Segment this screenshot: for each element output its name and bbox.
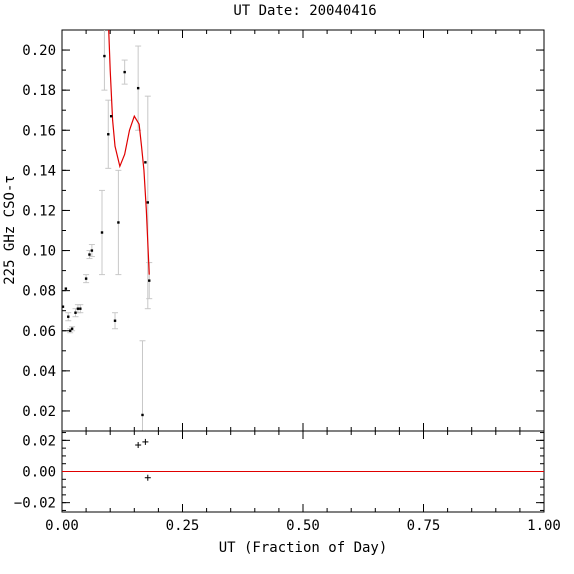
main-y-tick-label: 0.20	[22, 43, 56, 59]
data-point	[90, 249, 94, 252]
main-y-tick-label: 0.02	[22, 404, 56, 420]
data-point	[107, 133, 110, 136]
res-y-tick-label: 0.02	[22, 433, 56, 449]
data-point	[113, 319, 117, 322]
x-tick-label: 1.00	[527, 518, 561, 534]
data-point	[76, 307, 80, 310]
data-point	[141, 413, 144, 417]
x-tick-label: 0.00	[45, 518, 79, 534]
data-point	[64, 287, 68, 290]
data-point	[74, 311, 77, 314]
residual-y-tick-labels: −0.02 0.00 0.02	[14, 433, 56, 511]
data-point	[70, 327, 74, 330]
res-y-tick-label: −0.02	[14, 496, 56, 512]
data-point	[88, 253, 91, 256]
residual-marker	[142, 438, 149, 445]
x-tick-label: 0.25	[166, 518, 200, 534]
y-axis-label: 225 GHz CSO-τ	[2, 175, 18, 285]
data-point	[123, 70, 126, 74]
res-y-tick-label: 0.00	[22, 465, 56, 481]
residual-marker	[144, 474, 151, 481]
main-y-tick-label: 0.12	[22, 203, 56, 219]
chart-title: UT Date: 20040416	[233, 3, 376, 19]
main-y-tick-labels: 0.02 0.04 0.06 0.08 0.10 0.12 0.14 0.16 0.18 0.20	[22, 43, 56, 420]
residual-axis-ticks	[61, 431, 545, 512]
main-plot-frame	[61, 29, 545, 432]
main-y-tick-label: 0.14	[22, 163, 56, 179]
data-point	[136, 86, 140, 90]
main-y-tick-label: 0.16	[22, 123, 56, 139]
x-axis-label: UT (Fraction of Day)	[219, 540, 388, 556]
data-point	[144, 161, 147, 164]
data-point	[103, 54, 106, 58]
data-point	[68, 329, 72, 332]
data-point	[62, 305, 65, 308]
x-tick-labels: 0.00 0.25 0.50 0.75 1.00	[45, 518, 561, 534]
data-point	[109, 115, 113, 118]
residual-points	[135, 438, 151, 481]
x-tick-label: 0.75	[407, 518, 441, 534]
data-point	[117, 221, 120, 224]
main-data-points	[62, 54, 151, 417]
main-fit-line	[108, 30, 150, 275]
residual-marker	[135, 442, 142, 449]
x-tick-label: 0.50	[286, 518, 320, 534]
main-y-tick-label: 0.06	[22, 324, 56, 340]
main-y-tick-label: 0.10	[22, 244, 56, 260]
data-point	[148, 279, 151, 282]
data-point	[146, 201, 149, 204]
data-point	[67, 315, 70, 318]
data-point	[100, 231, 104, 234]
main-y-tick-label: 0.18	[22, 83, 56, 99]
data-point	[79, 307, 82, 310]
data-point	[84, 277, 88, 280]
main-y-tick-label: 0.04	[22, 364, 56, 380]
main-axis-ticks	[61, 29, 545, 432]
main-y-tick-label: 0.08	[22, 284, 56, 300]
fit-line-path	[108, 30, 150, 275]
main-errorbars	[65, 30, 153, 431]
